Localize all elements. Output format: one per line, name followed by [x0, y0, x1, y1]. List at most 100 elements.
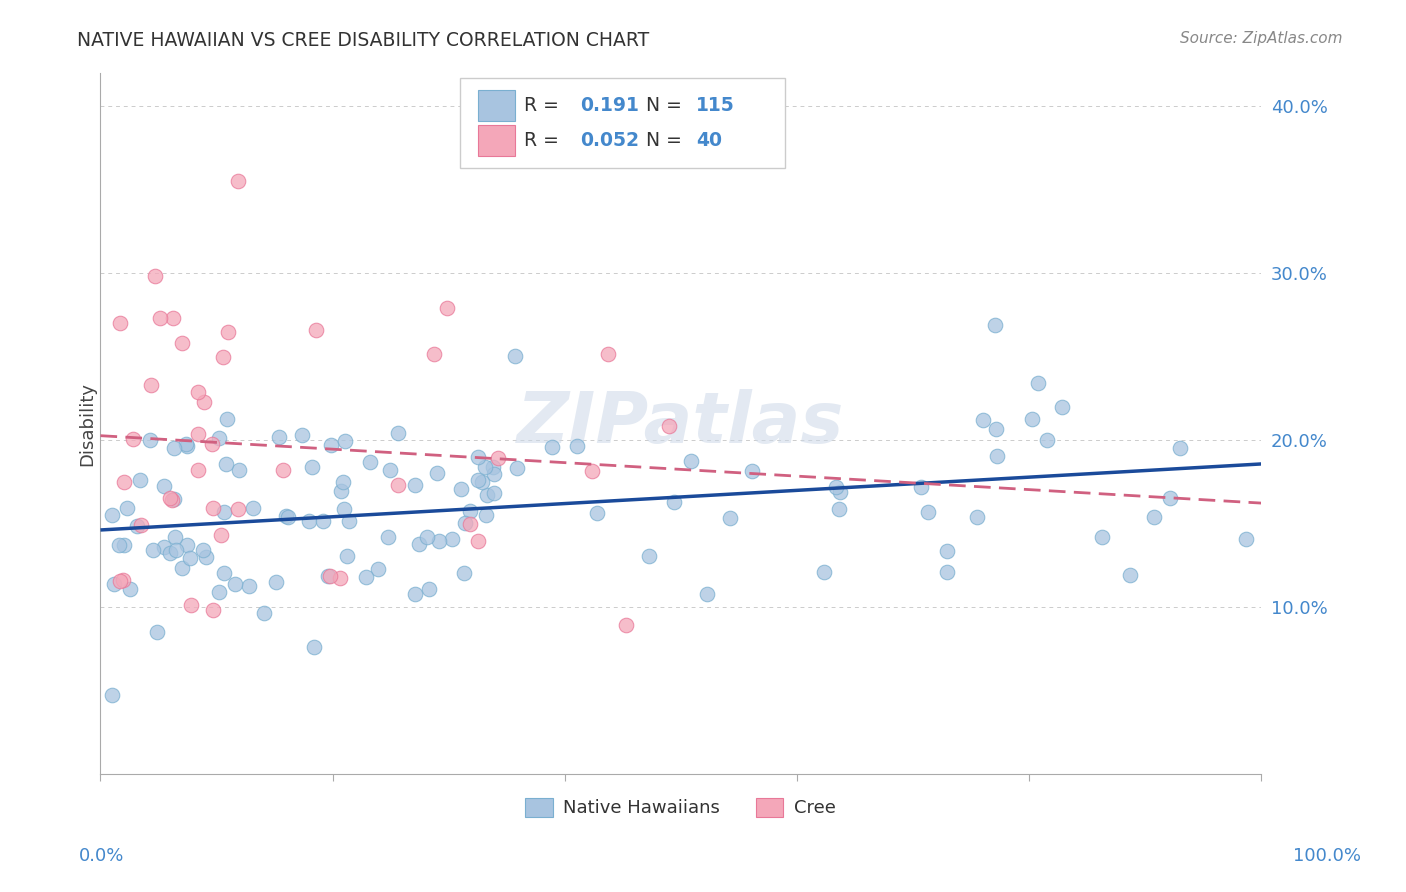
Point	[467, 533, 489, 548]
Point	[277, 509, 299, 524]
Point	[984, 422, 1007, 436]
Point	[917, 505, 939, 519]
Point	[217, 325, 239, 339]
Point	[159, 546, 181, 560]
Point	[108, 317, 131, 331]
Point	[305, 323, 328, 337]
Point	[316, 569, 339, 583]
Text: R =: R =	[524, 95, 565, 115]
Point	[475, 508, 498, 523]
Point	[101, 688, 124, 702]
Point	[415, 530, 437, 544]
Point	[966, 509, 988, 524]
Point	[122, 432, 145, 446]
Y-axis label: Disability: Disability	[79, 382, 96, 466]
Point	[1234, 532, 1257, 546]
Point	[162, 310, 184, 325]
Point	[813, 565, 835, 579]
Point	[1052, 401, 1074, 415]
Point	[1143, 509, 1166, 524]
Point	[935, 566, 957, 580]
Point	[378, 463, 401, 477]
Text: NATIVE HAWAIIAN VS CREE DISABILITY CORRELATION CHART: NATIVE HAWAIIAN VS CREE DISABILITY CORRE…	[77, 31, 650, 50]
Point	[187, 427, 209, 442]
Point	[404, 587, 426, 601]
Text: 40: 40	[696, 131, 721, 150]
Point	[454, 516, 477, 531]
Point	[377, 530, 399, 544]
Point	[637, 549, 659, 564]
Point	[201, 437, 224, 451]
Point	[387, 425, 409, 440]
Point	[160, 492, 183, 507]
Point	[830, 484, 852, 499]
Point	[484, 486, 506, 500]
Text: 100.0%: 100.0%	[1294, 847, 1361, 865]
Point	[269, 430, 291, 444]
FancyBboxPatch shape	[460, 78, 786, 168]
Point	[330, 483, 353, 498]
Point	[1028, 376, 1050, 391]
Text: 0.052: 0.052	[579, 131, 638, 150]
Point	[228, 174, 250, 188]
Point	[936, 543, 959, 558]
Text: 115: 115	[696, 95, 735, 115]
Point	[129, 473, 152, 487]
Point	[115, 500, 138, 515]
Point	[972, 413, 994, 427]
Text: ZIPatlas: ZIPatlas	[517, 389, 845, 458]
Point	[163, 491, 186, 506]
Point	[179, 551, 201, 566]
Point	[208, 431, 231, 445]
Point	[486, 450, 509, 465]
Point	[679, 453, 702, 467]
Point	[187, 463, 209, 477]
Point	[696, 587, 718, 601]
Point	[828, 502, 851, 516]
Point	[503, 349, 526, 363]
Point	[242, 500, 264, 515]
Point	[274, 509, 297, 524]
Point	[418, 582, 440, 596]
Point	[217, 411, 239, 425]
Point	[264, 574, 287, 589]
Point	[131, 517, 153, 532]
Point	[1021, 412, 1043, 426]
Point	[163, 530, 186, 544]
Point	[467, 450, 489, 464]
Point	[984, 318, 1007, 332]
Point	[481, 459, 503, 474]
FancyBboxPatch shape	[478, 90, 515, 120]
Point	[215, 457, 238, 471]
Text: R =: R =	[524, 131, 565, 150]
Point	[224, 577, 246, 591]
Point	[228, 463, 250, 477]
Point	[359, 455, 381, 469]
Point	[211, 350, 233, 364]
Point	[436, 301, 458, 315]
Point	[718, 511, 741, 525]
Point	[208, 585, 231, 599]
Point	[565, 439, 588, 453]
Point	[1036, 433, 1059, 447]
Point	[112, 573, 135, 587]
Point	[112, 475, 135, 489]
Point	[404, 477, 426, 491]
Text: Source: ZipAtlas.com: Source: ZipAtlas.com	[1180, 31, 1343, 46]
Point	[367, 562, 389, 576]
Point	[458, 517, 481, 532]
Point	[146, 624, 169, 639]
Point	[103, 577, 125, 591]
Point	[581, 464, 603, 478]
Point	[273, 463, 295, 477]
Point	[986, 450, 1008, 464]
Point	[149, 311, 172, 326]
Point	[311, 514, 333, 528]
Point	[176, 537, 198, 551]
Text: N =: N =	[645, 131, 688, 150]
Point	[143, 269, 166, 284]
Point	[427, 534, 450, 549]
Point	[193, 394, 215, 409]
Point	[1091, 530, 1114, 544]
Point	[319, 438, 342, 452]
